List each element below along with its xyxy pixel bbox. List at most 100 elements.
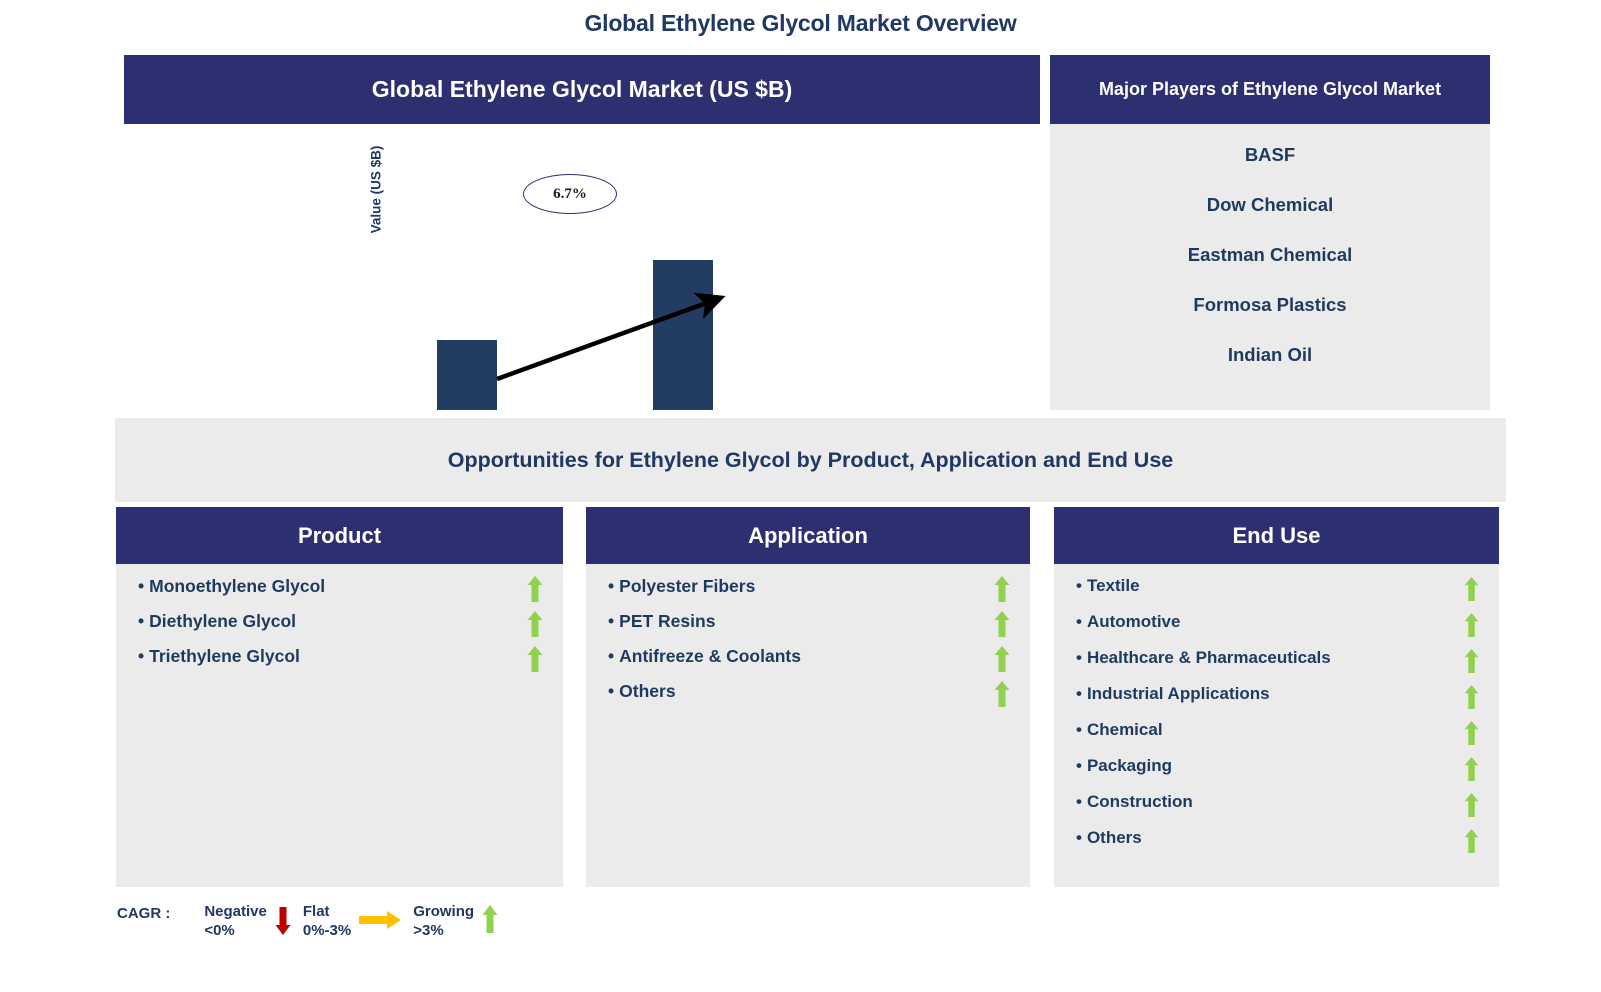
legend-item-range: 0%-3%	[302, 921, 352, 939]
bullet-icon: •	[1076, 720, 1082, 739]
bullet-icon: •	[1076, 756, 1082, 775]
trend-flat-icon	[359, 909, 402, 935]
market-chart-panel: Global Ethylene Glycol Market (US $B) Va…	[124, 55, 1040, 476]
list-item-label: • Others	[1076, 828, 1142, 847]
market-chart-header: Global Ethylene Glycol Market (US $B)	[124, 55, 1040, 124]
trend-up-icon	[525, 644, 545, 672]
major-players-panel: Major Players of Ethylene Glycol Market …	[1050, 55, 1490, 410]
list-item-label: • Diethylene Glycol	[138, 611, 296, 631]
bullet-icon: •	[138, 576, 145, 596]
major-players-header: Major Players of Ethylene Glycol Market	[1050, 55, 1490, 124]
trend-up-icon	[1461, 610, 1481, 637]
legend-item-range: <0%	[204, 921, 235, 939]
trend-up-icon	[992, 609, 1012, 637]
end-use-header: End Use	[1054, 507, 1499, 564]
list-item-label: • Packaging	[1076, 756, 1172, 775]
list-item-label: • Construction	[1076, 792, 1193, 811]
major-players-list: BASF Dow Chemical Eastman Chemical Formo…	[1050, 124, 1490, 410]
trend-down-icon	[275, 905, 291, 939]
list-item: Formosa Plastics	[1193, 294, 1347, 315]
application-panel: Application • Polyester Fibers • PET Resin…	[586, 507, 1030, 887]
list-item: • PET Resins	[586, 609, 1030, 637]
list-item-label: • Industrial Applications	[1076, 684, 1270, 703]
bar-2024	[437, 340, 497, 410]
growth-arrow-icon	[496, 292, 726, 382]
list-item-label: • Automotive	[1076, 612, 1181, 631]
trend-up-icon	[992, 574, 1012, 602]
legend-title: CAGR :	[117, 905, 171, 922]
end-use-panel: End Use • Textile • Automotive • Healthcare…	[1054, 507, 1499, 887]
legend-item-range: >3%	[413, 921, 444, 939]
bullet-icon: •	[608, 576, 615, 596]
bar-2031	[653, 260, 713, 410]
list-item: • Automotive	[1054, 610, 1499, 637]
bullet-icon: •	[1076, 792, 1082, 811]
list-item: • Polyester Fibers	[586, 574, 1030, 602]
list-item: • Triethylene Glycol	[116, 644, 563, 672]
bullet-icon: •	[1076, 828, 1082, 847]
trend-up-icon	[1461, 718, 1481, 745]
bullet-icon: •	[608, 611, 615, 631]
list-item: BASF	[1244, 144, 1296, 165]
list-item-label: • Triethylene Glycol	[138, 646, 300, 666]
list-item-label: • Healthcare & Pharmaceuticals	[1076, 648, 1331, 667]
list-item-label: • Polyester Fibers	[608, 576, 756, 596]
list-item: • Industrial Applications	[1054, 682, 1499, 709]
trend-up-icon	[992, 679, 1012, 707]
list-item: Dow Chemical	[1206, 194, 1334, 215]
trend-up-icon	[992, 644, 1012, 672]
trend-up-icon	[1461, 682, 1481, 709]
legend-item-text: Growing >3%	[413, 903, 474, 941]
page-title: Global Ethylene Glycol Market Overview	[584, 10, 1017, 36]
list-item-label: • Textile	[1076, 576, 1140, 595]
list-item: • Textile	[1054, 574, 1499, 601]
legend-item-name: Negative	[204, 903, 267, 920]
list-item: • Diethylene Glycol	[116, 609, 563, 637]
list-item: • Antifreeze & Coolants	[586, 644, 1030, 672]
trend-up-icon	[525, 609, 545, 637]
bullet-icon: •	[1076, 576, 1082, 595]
bullet-icon: •	[1076, 684, 1082, 703]
list-item-label: • Antifreeze & Coolants	[608, 646, 801, 666]
bar-chart: Value (US $B) 2024 2031 6.7%	[124, 124, 1040, 476]
product-header: Product	[116, 507, 563, 564]
end-use-list: • Textile • Automotive • Healthcare & Pharm…	[1054, 564, 1499, 887]
legend-item-name: Flat	[302, 903, 330, 920]
list-item: • Chemical	[1054, 718, 1499, 745]
legend-item-name: Growing	[413, 903, 475, 920]
list-item-label: • PET Resins	[608, 611, 716, 631]
legend-item-text: Flat 0%-3%	[303, 903, 351, 941]
bullet-icon: •	[138, 611, 145, 631]
trend-up-icon	[1461, 574, 1481, 601]
cagr-legend: CAGR : Negative <0% Flat 0%-3% Growing >…	[117, 903, 510, 941]
trend-up-icon	[1461, 826, 1481, 853]
cagr-callout: 6.7%	[523, 174, 617, 214]
list-item: • Others	[1054, 826, 1499, 853]
list-item: • Construction	[1054, 790, 1499, 817]
list-item: • Healthcare & Pharmaceuticals	[1054, 646, 1499, 673]
list-item: • Packaging	[1054, 754, 1499, 781]
list-item-label: • Others	[608, 681, 676, 701]
bullet-icon: •	[138, 646, 145, 666]
legend-item-text: Negative <0%	[204, 903, 267, 941]
opportunities-banner: Opportunities for Ethylene Glycol by Pro…	[115, 418, 1506, 502]
trend-up-icon	[525, 574, 545, 602]
legend-item-flat: Flat 0%-3%	[303, 903, 402, 941]
bullet-icon: •	[1076, 648, 1082, 667]
legend-item-growing: Growing >3%	[413, 903, 498, 941]
legend-item-negative: Negative <0%	[204, 903, 291, 941]
trend-up-icon	[1461, 754, 1481, 781]
list-item-label: • Chemical	[1076, 720, 1163, 739]
bullet-icon: •	[608, 646, 615, 666]
application-header: Application	[586, 507, 1030, 564]
bullet-icon: •	[1076, 612, 1082, 631]
trend-up-icon	[1461, 790, 1481, 817]
list-item: Indian Oil	[1227, 344, 1313, 365]
application-list: • Polyester Fibers • PET Resins • Antifreez…	[586, 564, 1030, 887]
product-list: • Monoethylene Glycol • Diethylene Glycol …	[116, 564, 563, 887]
list-item-label: • Monoethylene Glycol	[138, 576, 326, 596]
market-chart-body: Value (US $B) 2024 2031 6.7% Source : Lu…	[124, 124, 1040, 476]
bullet-icon: •	[608, 681, 615, 701]
trend-up-icon	[482, 904, 498, 939]
list-item: Eastman Chemical	[1187, 244, 1353, 265]
